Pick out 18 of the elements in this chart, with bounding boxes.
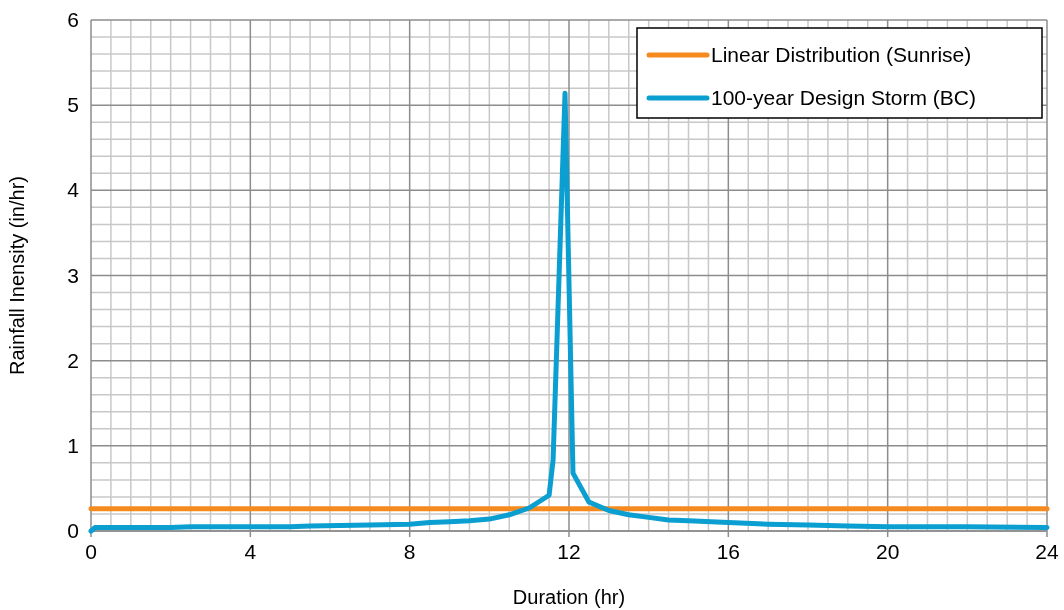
- x-tick-label: 4: [244, 540, 257, 563]
- x-tick-label: 24: [1035, 540, 1059, 563]
- x-tick-label: 16: [716, 540, 741, 563]
- y-tick-label: 1: [67, 433, 79, 457]
- x-tick-label: 8: [403, 540, 416, 563]
- y-tick-label: 5: [67, 93, 79, 117]
- y-tick-label: 0: [67, 519, 79, 542]
- y-tick-label: 2: [67, 348, 79, 372]
- y-axis-title: Rainfall Inensity (in/hr): [6, 176, 28, 375]
- legend-label: Linear Distribution (Sunrise): [711, 43, 972, 66]
- y-tick-label: 6: [67, 8, 79, 31]
- x-tick-label: 0: [85, 540, 97, 563]
- x-tick-label: 12: [557, 540, 581, 563]
- y-tick-label: 4: [67, 178, 80, 202]
- x-tick-label: 20: [875, 540, 900, 563]
- legend-label: 100-year Design Storm (BC): [711, 86, 976, 109]
- y-tick-label: 3: [67, 263, 79, 287]
- x-axis-title: Duration (hr): [512, 586, 626, 608]
